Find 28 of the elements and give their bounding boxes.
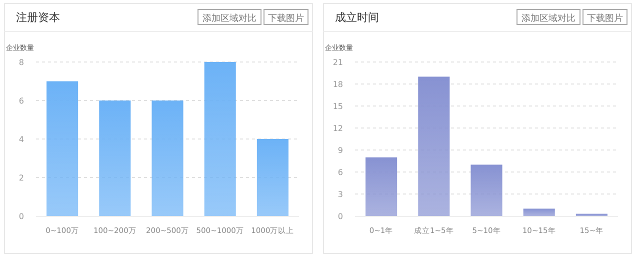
y-tick-label: 6 [338,168,343,177]
bar [99,100,131,216]
y-tick-label: 18 [332,80,343,89]
y-tick-label: 21 [332,58,343,67]
bar [256,139,288,216]
bar [523,208,555,216]
y-tick-label: 9 [338,146,343,155]
y-tick-label: 2 [18,174,24,182]
chart-title: 成立时间 [335,11,379,24]
bar [366,157,398,216]
y-tick-label: 15 [332,102,343,111]
chart-title: 注册资本 [16,11,60,24]
bar [470,164,502,216]
y-tick-label: 3 [338,190,343,199]
y-tick-label: 4 [18,135,24,144]
text: 添加区域对比 [202,13,256,24]
y-tick-label: 12 [332,124,343,133]
bar [46,81,78,216]
y-tick-label: 0 [338,212,343,221]
bar [204,62,236,216]
bar [418,76,450,216]
y-tick-label: 8 [18,58,24,67]
bar [152,100,184,216]
y-tick-label: 6 [18,96,24,106]
text: 下载图片 [268,13,304,24]
text: 添加区域对比 [522,13,576,24]
y-tick-label: 0 [18,212,24,221]
text: 下载图片 [587,13,623,24]
